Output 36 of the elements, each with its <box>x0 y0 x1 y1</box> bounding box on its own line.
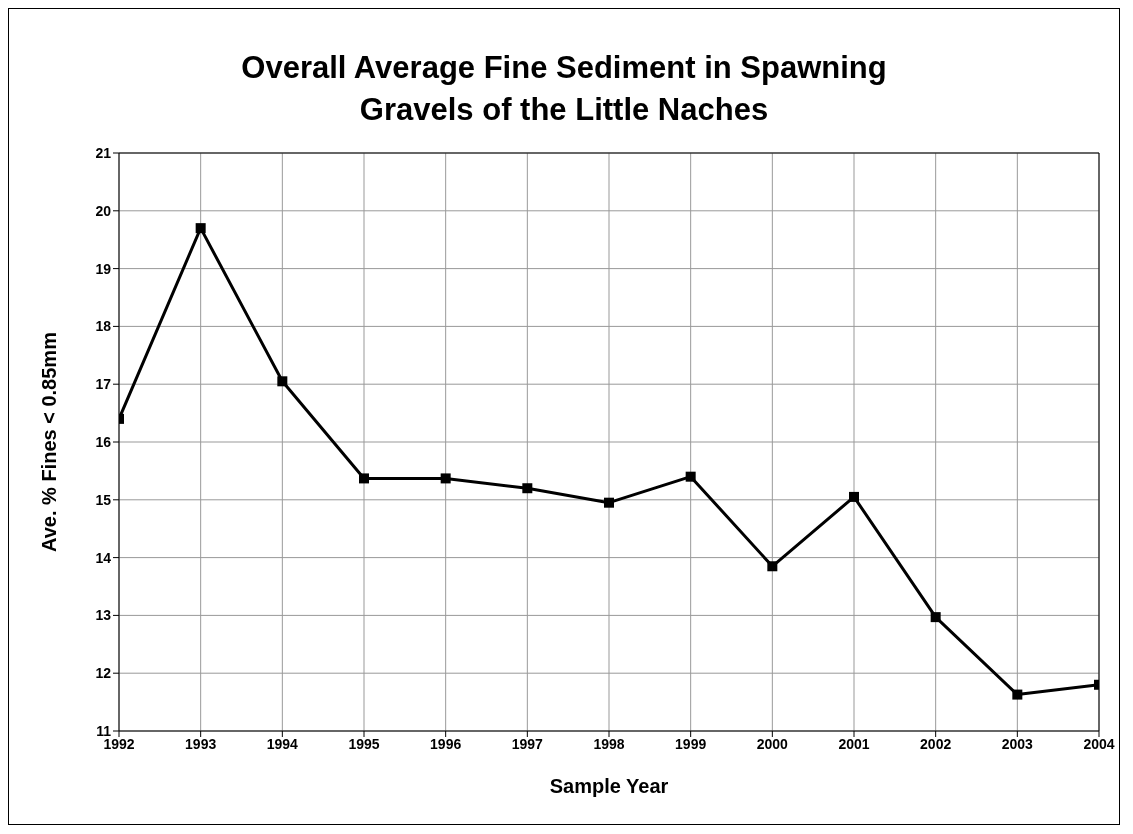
point <box>604 497 614 508</box>
x-tick-label: 1996 <box>430 735 462 752</box>
x-axis-title: Sample Year <box>549 775 669 797</box>
y-axis-title: Ave. % Fines < 0.85mm <box>38 332 61 552</box>
x-tick-label: 1997 <box>511 735 544 752</box>
chart-title: Overall Average Fine Sediment in Spawning Gravels of the Little Naches <box>240 49 888 129</box>
y-tick-label: 20 <box>95 202 112 219</box>
x-tick-label: 2000 <box>756 735 789 752</box>
point <box>440 473 451 484</box>
point <box>277 376 288 387</box>
y-tick-label: 21 <box>95 144 112 161</box>
point <box>522 483 533 494</box>
point <box>359 473 369 484</box>
y-tick-label: 18 <box>95 318 112 335</box>
y-tick-label: 16 <box>95 433 112 450</box>
y-tick-label: 14 <box>95 549 112 566</box>
x-tick-label: 1995 <box>348 735 380 752</box>
y-tick-label: 13 <box>95 607 112 624</box>
x-tick-label: 1998 <box>593 735 625 752</box>
y-tick-label: 15 <box>95 491 112 508</box>
x-tick-label: 2002 <box>920 735 952 752</box>
x-tick-label: 2001 <box>838 735 870 752</box>
x-tick-label: 2003 <box>1001 735 1034 752</box>
x-tick-label: 1999 <box>675 735 707 752</box>
point <box>195 223 206 234</box>
x-tick-label: 1994 <box>266 735 299 752</box>
y-tick-label: 12 <box>95 665 112 682</box>
y-tick-label: 19 <box>95 260 112 277</box>
x-tick-label: 1993 <box>185 735 217 752</box>
point <box>685 471 696 482</box>
point <box>849 491 859 502</box>
x-tick-label: 2004 <box>1083 735 1115 752</box>
point <box>1012 689 1023 700</box>
point <box>767 561 778 572</box>
point <box>930 612 941 623</box>
y-tick-label: 17 <box>95 376 112 393</box>
